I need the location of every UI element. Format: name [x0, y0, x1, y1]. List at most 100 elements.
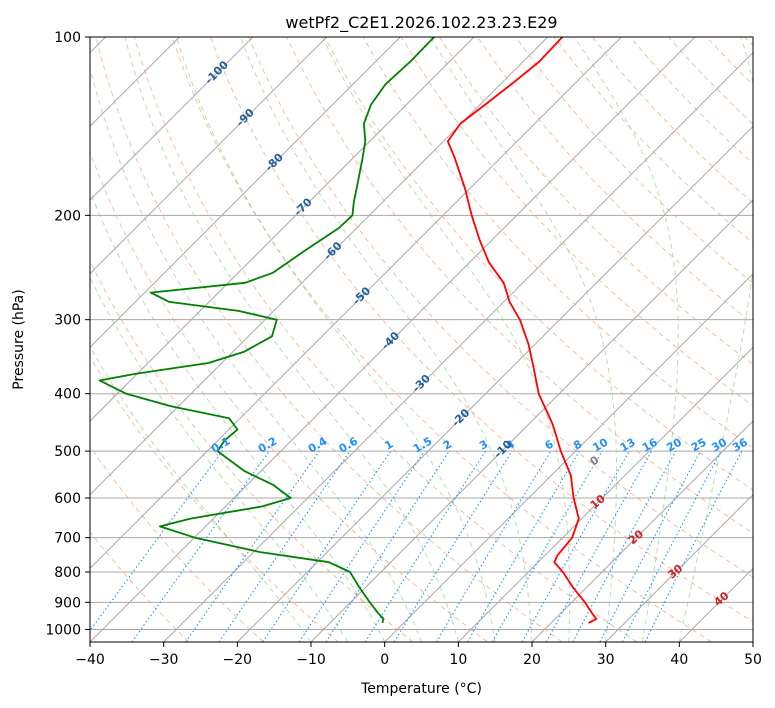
mixing-ratio-label: 20 [664, 435, 684, 454]
dry-adiabat-line [95, 37, 563, 642]
dry-adiabat-line [668, 37, 753, 125]
x-tick-label: 30 [597, 652, 615, 668]
y-tick-label: 300 [54, 313, 81, 329]
axis-layer: −40 −30 −20 −10 0 10 20 30 40 5010009008007006005… [45, 30, 762, 668]
isotherm-line [90, 37, 549, 496]
x-tick-label: −20 [223, 652, 253, 668]
y-tick-label: 100 [54, 30, 81, 46]
y-tick-label: 500 [54, 444, 81, 460]
dry-adiabat-line [744, 37, 753, 47]
moist-adiabat-line [124, 37, 459, 642]
mixing-ratio-line [393, 450, 513, 642]
dry-adiabat-line [90, 445, 264, 642]
mixing-ratio-line [572, 450, 677, 642]
mixing-ratio-label: 10 [591, 435, 611, 454]
isotherm-line [384, 272, 753, 642]
isotherm-line [605, 493, 753, 642]
isotherm-line [90, 37, 622, 570]
isotherm-line [90, 37, 475, 422]
isotherm-line [457, 346, 753, 642]
isotherm-line [90, 37, 696, 642]
dry-adiabat-line [90, 531, 190, 642]
moist-adiabat-line [90, 276, 349, 642]
series-layer [98, 37, 598, 624]
x-axis-label: Temperature (°C) [360, 681, 482, 697]
mixing-ratio-line [364, 450, 486, 642]
y-tick-label: 400 [54, 387, 81, 403]
mixing-ratio-line [435, 450, 552, 642]
mixing-ratio-label: 36 [730, 435, 750, 454]
x-tick-label: 40 [670, 652, 688, 668]
moist-adiabat-line [239, 37, 533, 642]
moist-adiabat-line [430, 37, 617, 642]
mixing-ratio-label: 13 [618, 436, 638, 455]
mixing-ratio-line [545, 450, 653, 642]
mixing-ratio-line [218, 450, 351, 642]
mixing-ratio-line [298, 450, 425, 642]
isotherm-line [236, 125, 753, 642]
x-tick-label: −40 [75, 652, 105, 668]
dry-adiabat-line [210, 37, 753, 623]
moist-adiabat-line [574, 37, 679, 642]
isotherm-line [163, 51, 753, 642]
isotherm-line [678, 567, 753, 642]
mixing-ratio-label: 2 [441, 438, 454, 453]
moist-adiabat-line [90, 345, 312, 642]
dry-adiabat-line [438, 37, 753, 366]
dry-adiabat-line [591, 37, 753, 204]
y-tick-label: 200 [54, 208, 81, 224]
mixing-ratio-label: 0.4 [306, 434, 330, 455]
mixing-ratio-label: 1.5 [411, 435, 434, 456]
mixing-ratio-label: 0.2 [256, 435, 279, 456]
mixing-ratio-line [262, 450, 392, 642]
y-tick-label: 900 [54, 595, 81, 611]
isotherm-line [310, 199, 753, 642]
isotherm-line [531, 420, 753, 642]
mixing-ratio-line [521, 450, 630, 642]
mixing-ratio-label: 3 [477, 438, 490, 453]
dry-adiabat-line [400, 37, 753, 407]
temperature-profile-line [446, 37, 598, 624]
mixing-ratio-label: 25 [689, 436, 709, 455]
x-tick-label: −10 [296, 652, 326, 668]
mixing-ratio-line [131, 450, 270, 642]
x-tick-label: 0 [380, 652, 389, 668]
dry-adiabat-line [90, 150, 488, 642]
moist-adiabat-line [175, 37, 496, 642]
y-axis-label: Pressure (hPa) [11, 289, 27, 389]
x-tick-label: 10 [449, 652, 467, 668]
y-tick-label: 700 [54, 531, 81, 547]
moist-adiabat-line [90, 65, 422, 642]
plot-frame [89, 36, 754, 643]
dry-adiabat-line [171, 37, 712, 642]
dry-adiabat-line [706, 37, 753, 86]
y-tick-label: 1000 [45, 622, 81, 638]
y-tick-label: 600 [54, 491, 81, 507]
isotherm-line [90, 37, 254, 201]
dewpoint-profile-line [98, 37, 435, 624]
mixing-ratio-line [325, 450, 450, 642]
dry-adiabat-line [248, 37, 753, 578]
isotherm-line [752, 641, 753, 642]
annotation-layer: 0.1 0.2 0.4 0.6 1 1.5 2 3 4 6 8 10 13 16 20 25 30 36-100-… [202, 58, 750, 609]
dry-adiabat-line [515, 37, 753, 284]
mixing-ratio-label: 6 [543, 437, 556, 452]
isotherm-line [90, 37, 328, 275]
dry-adiabat-line [90, 356, 339, 642]
mixing-ratio-line [185, 450, 320, 642]
chart-title: wetPf2_C2E1.2026.102.23.23.E29 [285, 13, 557, 33]
mixing-ratio-label: 1 [382, 438, 395, 453]
mixing-ratio-line [90, 450, 223, 632]
mixing-ratio-label: 30 [709, 435, 729, 454]
dry-adiabat-line [90, 259, 414, 642]
grid-layer [90, 37, 753, 642]
x-tick-label: 50 [744, 652, 762, 668]
moist-adiabat-line [322, 37, 571, 642]
x-tick-label: 20 [523, 652, 541, 668]
mixing-ratio-label: 0.6 [337, 434, 361, 455]
y-tick-label: 800 [54, 565, 81, 581]
mixing-ratio-line [644, 450, 743, 642]
isotherm-line [90, 37, 401, 349]
mixing-ratio-line [467, 450, 580, 642]
